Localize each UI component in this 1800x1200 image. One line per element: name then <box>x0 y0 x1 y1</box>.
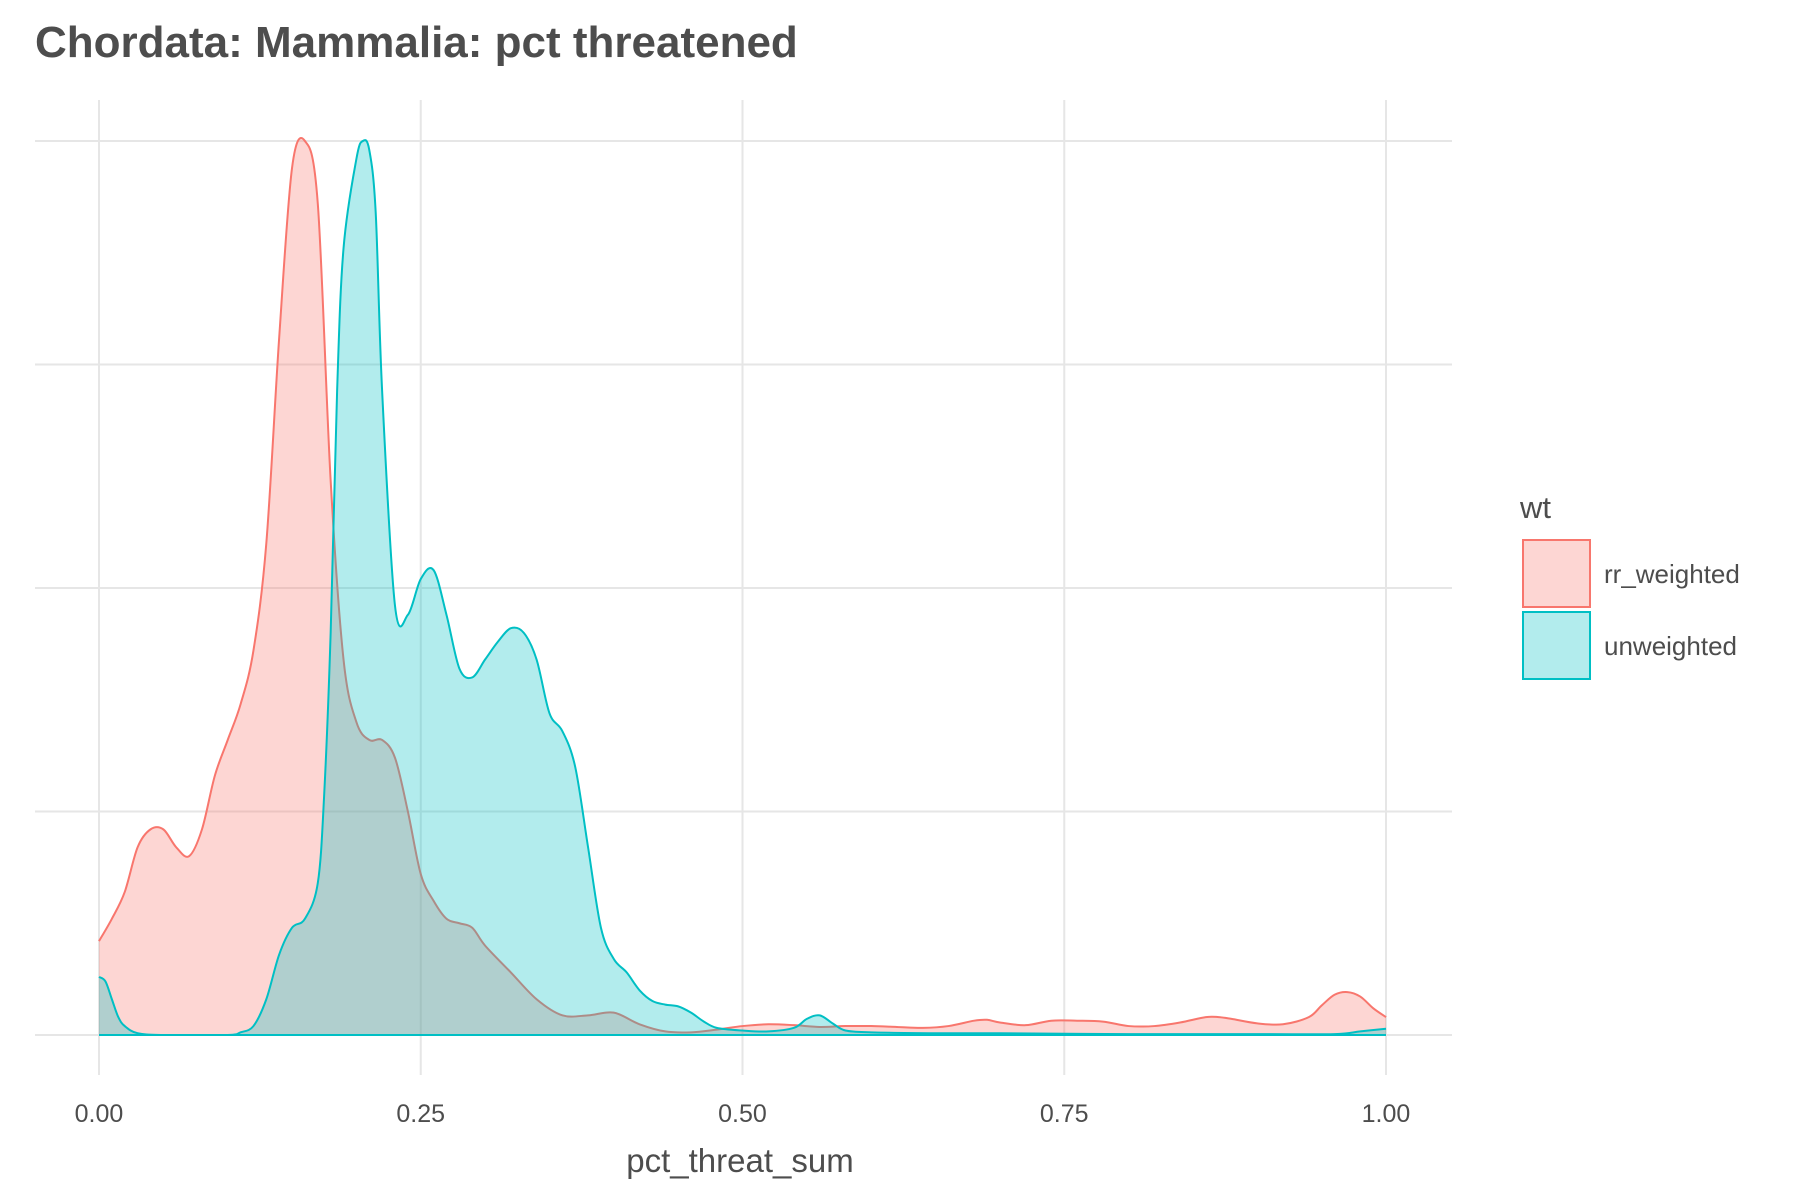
density-area-unweighted <box>99 140 1386 1036</box>
x-tick-label: 0.00 <box>75 1100 124 1128</box>
chart-title: Chordata: Mammalia: pct threatened <box>35 18 798 67</box>
legend-label-rr-weighted: rr_weighted <box>1604 559 1740 589</box>
x-tick-label: 0.50 <box>718 1100 767 1128</box>
x-tick-label: 1.00 <box>1362 1100 1411 1128</box>
density-area-rr-weighted <box>99 137 1386 1035</box>
legend-key-bg <box>1522 539 1591 608</box>
density-line-unweighted <box>98 139 1387 1036</box>
legend-label-unweighted: unweighted <box>1604 631 1737 661</box>
legend-key-rr-weighted <box>1522 539 1591 608</box>
density-line-rr-weighted <box>98 137 1387 1034</box>
legend: wt rr_weighted unweighted <box>1519 490 1740 680</box>
x-axis-tick-labels: 0.00 0.25 0.50 0.75 1.00 <box>75 1100 1411 1128</box>
density-areas <box>98 137 1387 1036</box>
legend-key-bg <box>1522 611 1591 680</box>
x-tick-label: 0.25 <box>396 1100 445 1128</box>
x-axis-title: pct_threat_sum <box>626 1142 853 1179</box>
legend-key-unweighted <box>1522 611 1591 680</box>
x-tick-label: 0.75 <box>1040 1100 1089 1128</box>
legend-title: wt <box>1519 490 1551 525</box>
